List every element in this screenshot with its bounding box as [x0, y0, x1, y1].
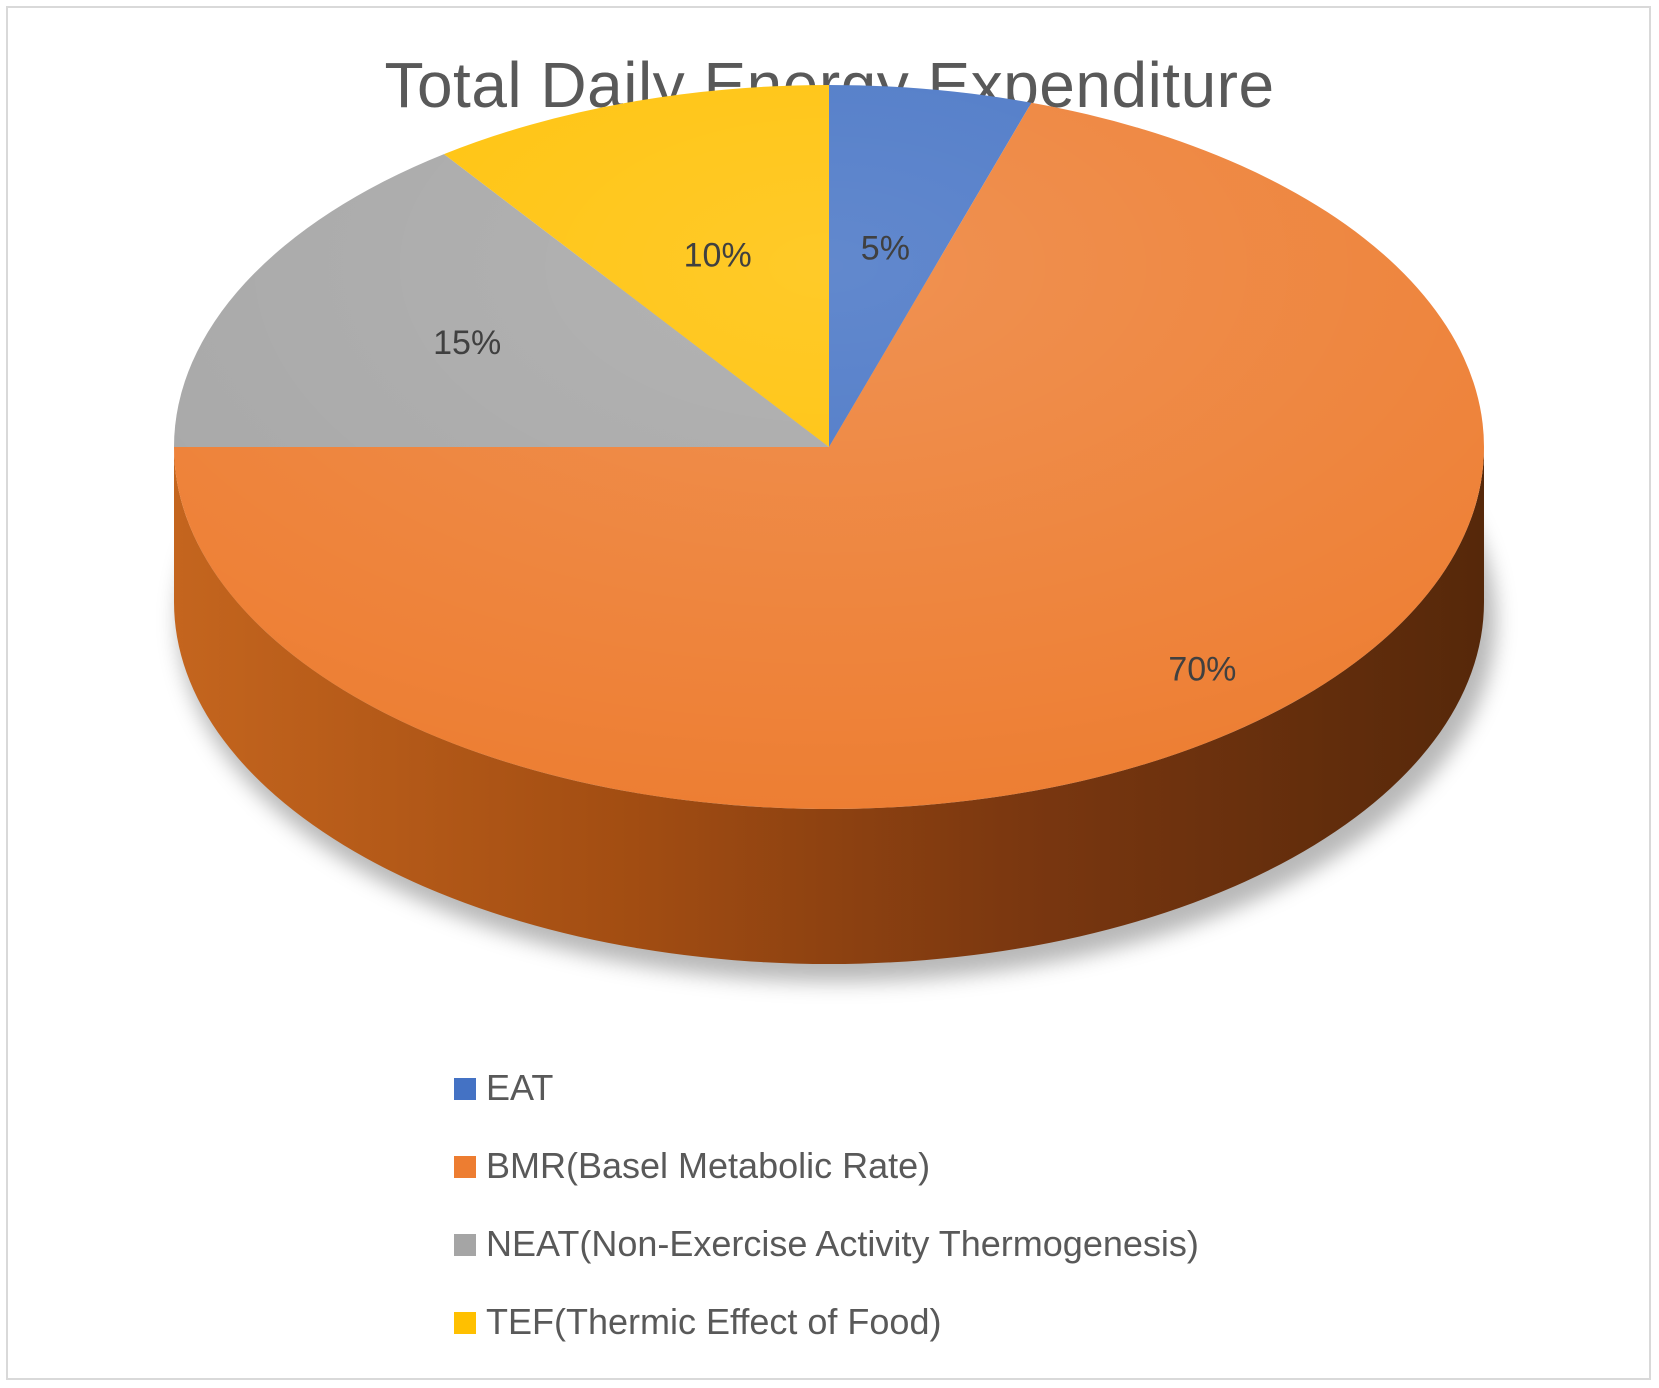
- legend-label-neat: NEAT(Non-Exercise Activity Thermogenesis…: [486, 1223, 1199, 1264]
- data-label-neat: 15%: [433, 324, 501, 362]
- legend-swatch-neat: [454, 1234, 476, 1256]
- data-label-eat: 5%: [861, 229, 910, 267]
- legend-label-eat: EAT: [486, 1067, 554, 1108]
- data-label-tef: 10%: [684, 237, 752, 275]
- data-label-bmr: 70%: [1168, 650, 1236, 688]
- legend-label-tef: TEF(Thermic Effect of Food): [486, 1301, 942, 1342]
- legend-swatch-bmr: [454, 1156, 476, 1178]
- legend-swatch-tef: [454, 1312, 476, 1334]
- pie-highlight: [174, 85, 1484, 809]
- legend-swatch-eat: [454, 1078, 476, 1100]
- slice-side-bmr: [174, 447, 1484, 964]
- legend-label-bmr: BMR(Basel Metabolic Rate): [486, 1145, 931, 1186]
